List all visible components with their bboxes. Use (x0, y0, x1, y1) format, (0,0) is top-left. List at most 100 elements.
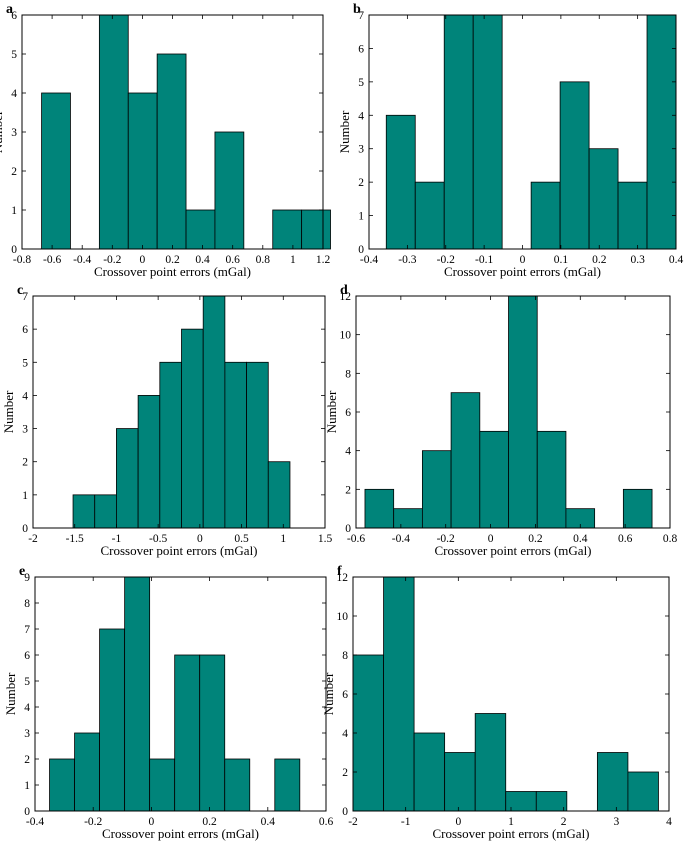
x-tick-label: 0 (197, 533, 203, 545)
panel-b: -0.4 -0.3 -0.2 -0.1 0 0.1 0.2 0.3 0.4 0 1 2 3 4 5 6 7 Cro… (337, 2, 683, 279)
histogram-bar (267, 461, 291, 529)
histogram-bar (301, 209, 331, 250)
histogram-bar (199, 654, 226, 812)
y-tick-label: 8 (342, 650, 348, 662)
y-tick-label: 0 (24, 806, 30, 818)
y-tick-label: 2 (22, 457, 28, 469)
histogram-bar (185, 209, 216, 250)
y-tick-label: 2 (345, 484, 351, 496)
x-axis-label: Crossover point errors (mGal) (434, 543, 591, 558)
histogram-bar (99, 628, 126, 812)
histogram-bar (224, 758, 251, 812)
x-axis-label: Crossover point errors (mGal) (94, 264, 251, 279)
y-tick-label: 7 (24, 624, 30, 636)
y-tick-label: 7 (22, 291, 28, 303)
y-tick-label: 6 (345, 407, 351, 419)
x-axis-label: Crossover point errors (mGal) (432, 826, 589, 841)
panel-e: -0.4 -0.2 0 0.2 0.4 0.6 0 1 2 3 4 5 6 7 8 9 Crossover po… (3, 564, 333, 841)
x-tick-label: -0.4 (26, 816, 44, 828)
x-tick-label: 0 (140, 254, 146, 266)
histogram-bar (116, 428, 139, 529)
histogram-bar (596, 752, 629, 812)
x-axis-label: Crossover point errors (mGal) (444, 264, 601, 279)
x-tick-label: 1 (280, 533, 286, 545)
y-tick-label: 4 (24, 702, 30, 714)
x-tick-label: 0 (520, 254, 526, 266)
x-tick-label: -0.2 (103, 254, 121, 266)
histogram-bar (364, 488, 395, 529)
x-tick-label: -0.8 (13, 254, 31, 266)
y-tick-label: 1 (24, 780, 30, 792)
y-tick-label: 12 (337, 572, 349, 584)
panel-label: e (19, 564, 25, 579)
panel-label: c (17, 283, 23, 298)
x-tick-label: -0.4 (360, 254, 378, 266)
histogram-bar (536, 430, 567, 529)
x-tick-label: 0.6 (226, 254, 241, 266)
histogram-bar (72, 494, 96, 529)
y-tick-label: 12 (340, 291, 352, 303)
histogram-bar (535, 791, 568, 812)
x-tick-label: -0.4 (392, 533, 410, 545)
histogram-bar (74, 732, 101, 812)
histogram-bar (385, 114, 416, 250)
histogram-bar (479, 430, 509, 529)
histogram-bar (49, 758, 75, 812)
y-tick-label: 3 (11, 127, 17, 139)
histogram-bar (530, 181, 561, 250)
histogram-bar (617, 181, 648, 250)
x-tick-label: 0.6 (618, 533, 633, 545)
y-tick-label: 6 (342, 689, 348, 701)
x-tick-label: -0.1 (475, 254, 493, 266)
histogram-bar (181, 328, 204, 529)
x-tick-label: 0.3 (630, 254, 645, 266)
x-tick-label: 0 (488, 533, 494, 545)
histogram-bar (174, 654, 201, 812)
y-tick-label: 2 (342, 767, 348, 779)
x-tick-label: 0.4 (669, 254, 684, 266)
panel-c: -2 -1.5 -1 -0.5 0 0.5 1 1.5 0 1 2 3 4 5 6 7 Crossover po… (1, 283, 332, 558)
x-tick-label: 0.4 (573, 533, 588, 545)
y-axis-label: Number (324, 390, 339, 433)
x-tick-label: -0.5 (149, 533, 167, 545)
histogram-bar (214, 131, 245, 250)
x-tick-label: 0.2 (592, 254, 607, 266)
histogram-bar (383, 576, 415, 812)
y-tick-label: 8 (345, 368, 351, 380)
y-tick-label: 1 (358, 211, 364, 223)
histogram-bar (505, 791, 537, 812)
y-tick-label: 5 (24, 676, 30, 688)
y-axis-label: Number (1, 390, 16, 433)
x-tick-label: 0.4 (195, 254, 210, 266)
x-tick-label: 0.5 (234, 533, 249, 545)
x-tick-label: -2 (348, 816, 358, 828)
histogram-bar (450, 392, 481, 529)
x-tick-label: 1 (508, 816, 514, 828)
y-tick-label: 10 (340, 330, 352, 342)
histogram-bar (588, 148, 619, 250)
histogram-bar (274, 758, 301, 812)
x-tick-label: 0.8 (663, 533, 678, 545)
histogram-bar (156, 53, 187, 250)
y-tick-label: 2 (11, 166, 17, 178)
y-tick-label: 1 (22, 490, 28, 502)
y-axis-label: Number (321, 672, 336, 715)
histogram-bar (472, 14, 503, 250)
x-tick-label: 0.2 (202, 816, 217, 828)
y-tick-label: 0 (358, 244, 364, 256)
x-tick-label: 0.4 (261, 816, 276, 828)
histogram-bar (444, 752, 476, 812)
histogram-bar (413, 732, 446, 812)
y-tick-label: 4 (22, 390, 28, 402)
y-tick-label: 6 (11, 10, 17, 22)
histogram-bar (41, 92, 71, 250)
histogram-bar (124, 576, 151, 812)
panel-label: b (353, 2, 361, 17)
x-tick-label: -0.2 (437, 254, 455, 266)
histogram-bar (622, 488, 653, 529)
x-tick-label: 4 (666, 816, 672, 828)
y-tick-label: 4 (342, 728, 348, 740)
y-axis-label: Number (3, 672, 18, 715)
histogram-bar (421, 450, 452, 529)
x-tick-label: -1.5 (66, 533, 84, 545)
